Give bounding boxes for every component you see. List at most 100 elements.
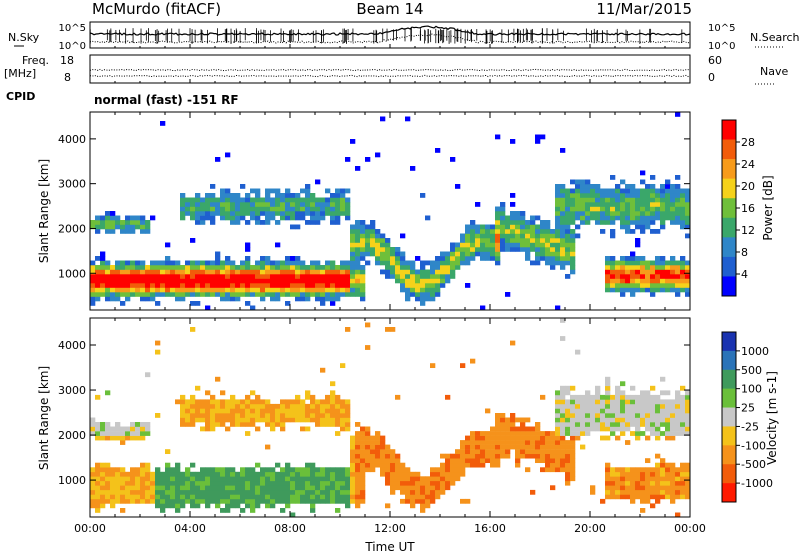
heatmap-cell bbox=[655, 394, 661, 400]
heatmap-cell bbox=[625, 394, 631, 400]
heatmap-cell bbox=[130, 476, 136, 482]
heatmap-cell bbox=[650, 417, 656, 423]
heatmap-cell bbox=[175, 503, 181, 509]
heatmap-cell bbox=[685, 202, 691, 207]
heatmap-cell bbox=[650, 485, 656, 491]
heatmap-cell bbox=[275, 260, 281, 266]
heatmap-cell bbox=[320, 467, 326, 473]
heatmap-cell bbox=[170, 494, 176, 500]
heatmap-cell bbox=[635, 269, 641, 275]
heatmap-cell bbox=[685, 408, 691, 414]
heatmap-cell bbox=[355, 440, 361, 445]
heatmap-cell bbox=[660, 193, 666, 198]
heatmap-cell bbox=[555, 215, 561, 221]
heatmap-cell bbox=[640, 413, 646, 418]
heatmap-cell bbox=[335, 287, 341, 293]
heatmap-cell bbox=[350, 251, 356, 257]
heatmap-cell bbox=[605, 202, 611, 207]
velocity-heatmap-cells bbox=[90, 318, 691, 518]
heatmap-cell bbox=[215, 206, 221, 212]
heatmap-cell bbox=[250, 408, 256, 414]
heatmap-cell bbox=[495, 247, 501, 252]
heatmap-cell bbox=[515, 426, 521, 432]
heatmap-cell bbox=[555, 408, 561, 414]
heatmap-cell bbox=[450, 274, 456, 279]
heatmap-cell bbox=[215, 476, 221, 482]
heatmap-cell bbox=[495, 444, 501, 450]
heatmap-cell bbox=[265, 467, 271, 473]
x-tick-label: 08:00 bbox=[274, 522, 306, 535]
heatmap-cell bbox=[610, 403, 616, 409]
heatmap-cell bbox=[615, 399, 621, 405]
heatmap-cell bbox=[655, 462, 661, 468]
heatmap-cell bbox=[160, 503, 166, 509]
heatmap-cell bbox=[205, 494, 211, 500]
heatmap-cell bbox=[380, 435, 386, 441]
heatmap-cell bbox=[165, 494, 171, 500]
heatmap-cell bbox=[265, 287, 271, 293]
heatmap-cell bbox=[335, 197, 341, 203]
heatmap-cell bbox=[215, 202, 221, 207]
heatmap-cell bbox=[375, 435, 381, 441]
heatmap-cell bbox=[95, 292, 101, 297]
heatmap-cell bbox=[490, 453, 496, 459]
heatmap-cell bbox=[220, 467, 226, 473]
heatmap-cell bbox=[640, 508, 646, 513]
heatmap-cell bbox=[185, 287, 191, 293]
heatmap-cell bbox=[295, 476, 301, 482]
heatmap-cell bbox=[120, 480, 126, 486]
heatmap-cell bbox=[540, 453, 546, 459]
heatmap-cell bbox=[330, 494, 336, 500]
heatmap-cell bbox=[215, 403, 221, 409]
heatmap-cell bbox=[190, 408, 196, 414]
heatmap-cell bbox=[315, 206, 321, 212]
heatmap-cell bbox=[520, 220, 526, 225]
heatmap-cell bbox=[685, 476, 691, 482]
heatmap-cell bbox=[570, 431, 576, 436]
heatmap-cell bbox=[270, 278, 276, 284]
heatmap-cell bbox=[450, 251, 456, 257]
heatmap-cell bbox=[685, 431, 691, 436]
heatmap-cell bbox=[230, 287, 236, 293]
heatmap-cell bbox=[455, 458, 461, 464]
heatmap-cell bbox=[630, 211, 636, 216]
heatmap-cell bbox=[550, 431, 556, 436]
heatmap-cell bbox=[300, 287, 306, 293]
heatmap-cell bbox=[600, 193, 606, 198]
heatmap-cell bbox=[605, 417, 611, 423]
heatmap-cell bbox=[180, 498, 186, 504]
heatmap-cell bbox=[645, 394, 651, 400]
heatmap-cell bbox=[665, 215, 671, 221]
heatmap-cell bbox=[350, 247, 356, 252]
heatmap-cell bbox=[205, 274, 211, 279]
heatmap-cell bbox=[125, 224, 131, 230]
heatmap-cell bbox=[655, 399, 661, 405]
heatmap-cell bbox=[295, 197, 301, 203]
heatmap-cell bbox=[525, 467, 531, 473]
heatmap-cell bbox=[95, 215, 101, 221]
heatmap-cell bbox=[435, 480, 441, 486]
heatmap-cell bbox=[90, 476, 96, 482]
heatmap-cell bbox=[270, 260, 276, 266]
heatmap-cell bbox=[115, 489, 121, 495]
heatmap-cell bbox=[490, 238, 496, 243]
heatmap-cell bbox=[680, 485, 686, 491]
heatmap-cell bbox=[360, 233, 366, 239]
heatmap-cell bbox=[305, 408, 311, 414]
heatmap-cell bbox=[225, 403, 231, 409]
heatmap-cell bbox=[400, 278, 406, 284]
heatmap-cell bbox=[680, 211, 686, 216]
heatmap-cell bbox=[430, 476, 436, 482]
heatmap-cell bbox=[210, 197, 216, 203]
heatmap-cell bbox=[235, 278, 241, 284]
heatmap-cell bbox=[270, 296, 276, 302]
heatmap-cell bbox=[490, 462, 496, 468]
heatmap-cell bbox=[180, 494, 186, 500]
heatmap-cell bbox=[100, 435, 106, 441]
heatmap-cell bbox=[250, 390, 256, 396]
heatmap-cell bbox=[360, 480, 366, 486]
heatmap-cell bbox=[255, 188, 261, 194]
heatmap-cell bbox=[325, 498, 331, 504]
heatmap-cell bbox=[665, 399, 671, 405]
heatmap-cell bbox=[240, 498, 246, 504]
